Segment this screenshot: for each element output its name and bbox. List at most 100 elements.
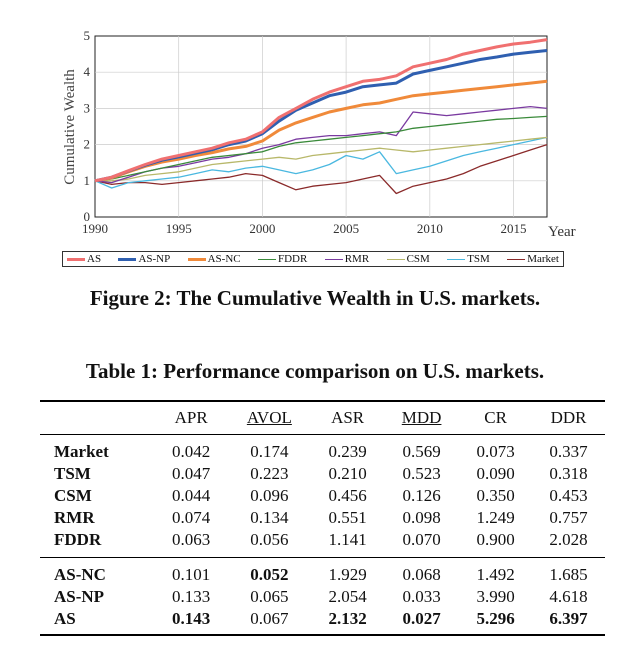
- table-header-row: APR AVOL ASR MDD CR DDR: [40, 400, 605, 435]
- table-cell: 0.523: [402, 464, 441, 483]
- chart-legend: AS AS-NP AS-NC FDDR RMR CSM TSM Market: [62, 251, 564, 267]
- y-tick-label: 4: [84, 64, 91, 79]
- table-cell: 0.126: [402, 486, 441, 505]
- header-avol: AVOL: [227, 400, 312, 435]
- legend-label: AS-NC: [207, 253, 241, 265]
- x-tick-label: 2015: [501, 221, 527, 236]
- legend-item-as-nc: AS-NC: [187, 253, 241, 265]
- table-cell: 0.068: [384, 557, 460, 586]
- x-tick-label: 2000: [249, 221, 275, 236]
- table-row: AS 0.143 0.067 2.132 0.027 5.296 6.397: [40, 608, 605, 636]
- table-cell: 0.090: [476, 464, 515, 483]
- y-tick-label: 0: [84, 209, 91, 224]
- series-line-tsm: [94, 136, 548, 189]
- table-cell: 0.063: [172, 530, 211, 549]
- legend-swatch: [67, 257, 85, 261]
- figure-caption: Figure 2: The Cumulative Wealth in U.S. …: [89, 286, 541, 310]
- table-cell: 0.337: [549, 442, 588, 461]
- row-label: FDDR: [54, 530, 102, 549]
- table-cell: 0.174: [250, 442, 289, 461]
- legend-label: FDDR: [278, 253, 308, 265]
- row-label: CSM: [54, 486, 92, 505]
- y-tick-label: 2: [84, 137, 91, 152]
- row-label: TSM: [54, 464, 91, 483]
- legend-item-as: AS: [67, 253, 101, 265]
- row-label: Market: [54, 442, 109, 461]
- table-cell: 0.056: [250, 530, 289, 549]
- series-line-market: [94, 143, 548, 195]
- table-cell: 0.239: [328, 442, 367, 461]
- y-tick-label: 5: [84, 28, 91, 43]
- table-cell: 4.618: [549, 587, 588, 606]
- header-empty: [40, 400, 155, 435]
- table-cell: 2.028: [549, 530, 588, 549]
- table-cell: 0.350: [476, 486, 515, 505]
- plot-frame: [94, 35, 548, 218]
- legend-item-fddr: FDDR: [258, 253, 307, 265]
- table-cell: 0.033: [402, 587, 441, 606]
- series-line-fddr: [94, 115, 548, 182]
- table-cell: 1.929: [311, 557, 385, 586]
- header-apr: APR: [154, 400, 228, 435]
- table-cell: 0.900: [476, 530, 515, 549]
- table-row: TSM 0.047 0.223 0.210 0.523 0.090 0.318: [40, 463, 605, 485]
- y-tick-label: 3: [84, 100, 91, 115]
- table-row: AS-NC 0.101 0.052 1.929 0.068 1.492 1.685: [40, 557, 605, 586]
- table-cell: 0.070: [402, 530, 441, 549]
- proposed-rows: AS-NC 0.101 0.052 1.929 0.068 1.492 1.685 AS-NP…: [40, 557, 605, 636]
- table-cell: 0.569: [402, 442, 441, 461]
- series-line-rmr: [94, 105, 548, 184]
- row-label: AS-NP: [54, 587, 105, 606]
- table-cell: 0.143: [154, 608, 228, 636]
- header-cr: CR: [459, 400, 533, 435]
- table-cell: 0.133: [172, 587, 211, 606]
- legend-item-as-np: AS-NP: [118, 253, 170, 265]
- legend-label: CSM: [406, 253, 430, 265]
- legend-label: RMR: [344, 253, 370, 265]
- header-ddr: DDR: [532, 400, 605, 435]
- table-cell: 3.990: [476, 587, 515, 606]
- legend-item-csm: CSM: [386, 253, 430, 265]
- legend-swatch: [187, 257, 206, 261]
- table-cell: 0.044: [172, 486, 211, 505]
- table-row: CSM 0.044 0.096 0.456 0.126 0.350 0.453: [40, 485, 605, 507]
- table-cell: 1.141: [328, 530, 367, 549]
- table-cell: 0.318: [549, 464, 588, 483]
- legend-label: AS-NP: [138, 253, 171, 265]
- table-cell: 0.052: [227, 557, 312, 586]
- table-cell: 0.453: [549, 486, 588, 505]
- legend-item-market: Market: [507, 253, 559, 265]
- table-cell: 0.098: [402, 508, 441, 527]
- legend-label: AS: [87, 253, 102, 265]
- table-cell: 0.210: [328, 464, 367, 483]
- table-cell: 0.757: [549, 508, 588, 527]
- series-line-as-nc: [94, 79, 548, 183]
- table-cell: 1.492: [459, 557, 533, 586]
- legend-item-rmr: RMR: [324, 253, 370, 265]
- table-cell: 1.249: [476, 508, 515, 527]
- row-label: AS-NC: [40, 557, 155, 586]
- series-layer: [94, 38, 548, 195]
- axis-ticks: 0 1 2 3 4 5 1990 1995 2000 2005 2010 2015: [82, 28, 527, 236]
- legend-swatch: [324, 258, 343, 260]
- cumulative-wealth-chart: 0 1 2 3 4 5 1990 1995 2000 2005 2010 2015 Cumulativ…: [62, 28, 576, 240]
- table-cell: 0.027: [384, 608, 460, 636]
- legend-swatch: [507, 258, 526, 260]
- legend-swatch: [447, 258, 466, 260]
- x-tick-label: 1995: [166, 221, 192, 236]
- legend-label: TSM: [467, 253, 490, 265]
- legend-label: Market: [527, 253, 559, 265]
- legend-item-tsm: TSM: [447, 253, 490, 265]
- x-tick-label: 2010: [417, 221, 443, 236]
- table-row: Market 0.042 0.174 0.239 0.569 0.073 0.337: [40, 435, 605, 464]
- x-tick-label: 2005: [333, 221, 359, 236]
- table-cell: 2.132: [311, 608, 385, 636]
- series-line-as: [94, 38, 548, 183]
- legend-swatch: [386, 258, 405, 260]
- table-cell: 0.073: [476, 442, 515, 461]
- y-tick-label: 1: [84, 173, 91, 188]
- table-cell: 0.042: [172, 442, 211, 461]
- header-asr: ASR: [311, 400, 385, 435]
- table-cell: 0.074: [172, 508, 211, 527]
- table-cell: 1.685: [532, 557, 605, 586]
